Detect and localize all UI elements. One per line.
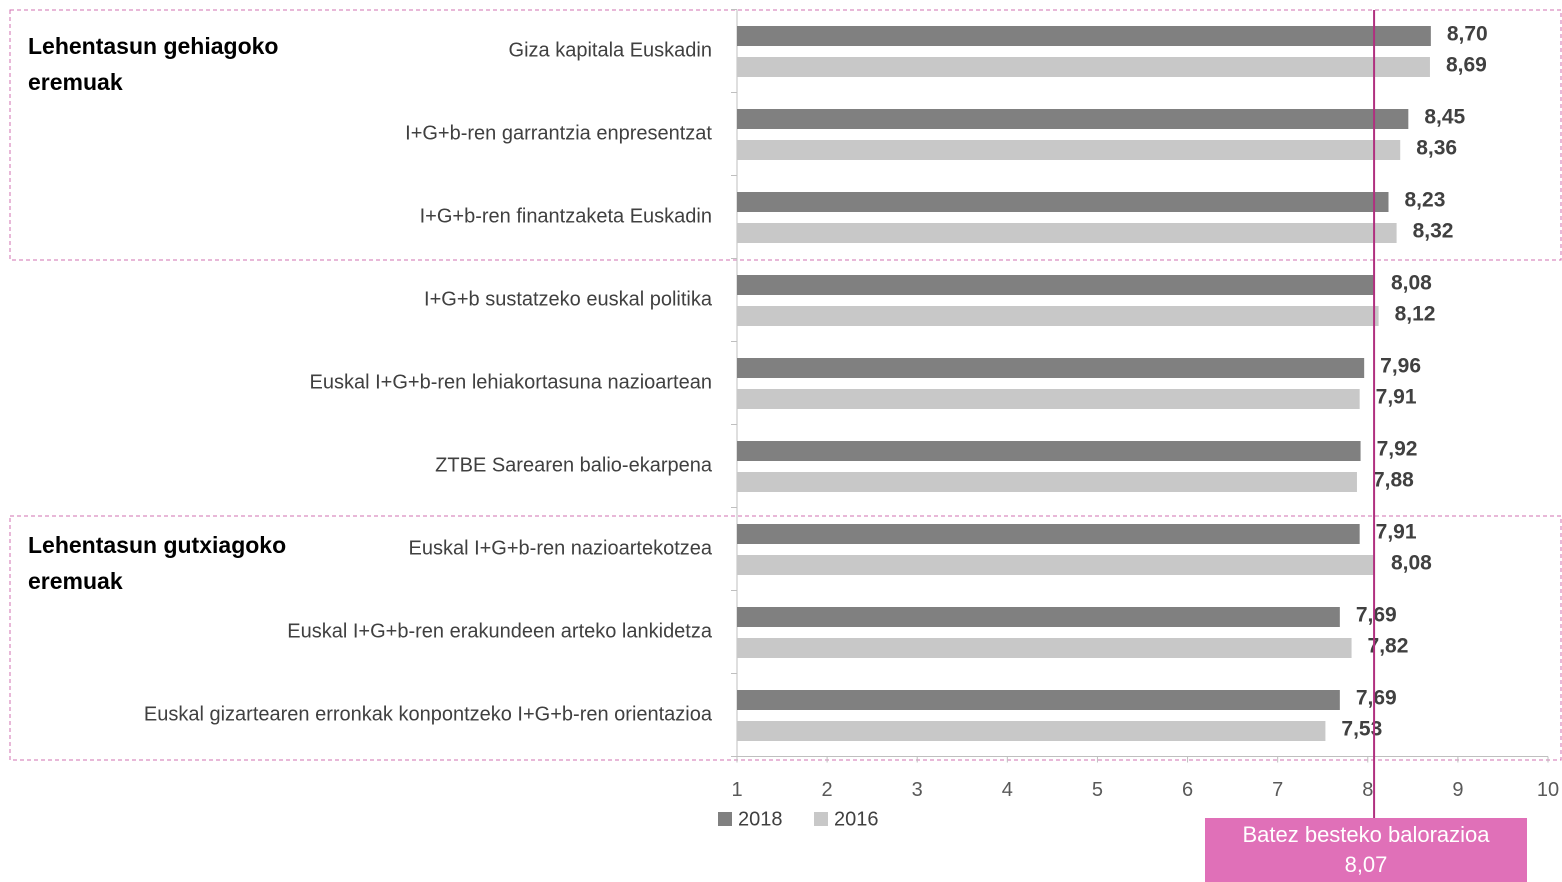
x-tick-label: 5: [1092, 779, 1103, 801]
bar: [737, 524, 1360, 544]
priority-box-high: [9, 9, 1562, 261]
y-tick-label: Euskal I+G+b-ren erakundeen arteko lanki…: [287, 620, 713, 642]
legend-swatch: [814, 812, 828, 826]
annotation: Lehentasun gutxiagoko eremuak: [28, 532, 287, 594]
bar: [737, 306, 1379, 326]
value-label: 7,53: [1341, 718, 1382, 741]
legend-swatch: [718, 812, 732, 826]
reference-label: Batez besteko balorazioa: [1242, 822, 1490, 847]
value-label: 8,36: [1416, 137, 1457, 160]
x-tick-label: 9: [1452, 779, 1463, 801]
bar: [737, 192, 1389, 212]
bar: [737, 638, 1352, 658]
priority-box-low: [9, 515, 1562, 761]
x-tick-label: 6: [1182, 779, 1193, 801]
bar: [737, 607, 1340, 627]
bar: [737, 57, 1430, 77]
x-tick-label: 2: [822, 779, 833, 801]
value-label: 8,69: [1446, 54, 1487, 77]
value-label: 8,23: [1405, 189, 1446, 212]
y-tick-label: ZTBE Sarearen balio-ekarpena: [435, 454, 713, 476]
value-label: 7,91: [1376, 386, 1417, 409]
value-label: 8,32: [1413, 220, 1454, 243]
y-tick-label: I+G+b sustatzeko euskal politika: [424, 288, 713, 310]
y-tick-label: I+G+b-ren garrantzia enpresentzat: [405, 122, 712, 144]
annotation: Lehentasun gehiagoko eremuak: [28, 33, 279, 95]
value-label: 7,91: [1376, 521, 1417, 544]
value-label: 7,69: [1356, 604, 1397, 627]
y-tick-label: I+G+b-ren finantzaketa Euskadin: [420, 205, 712, 227]
x-tick-label: 4: [1002, 779, 1013, 801]
x-tick-label: 8: [1362, 779, 1373, 801]
bar: [737, 275, 1375, 295]
value-label: 8,08: [1391, 272, 1432, 295]
x-tick-label: 1: [731, 779, 742, 801]
value-label: 7,69: [1356, 687, 1397, 710]
y-tick-label: Euskal I+G+b-ren lehiakortasuna nazioart…: [310, 371, 712, 393]
x-tick-label: 3: [912, 779, 923, 801]
legend-label: 2016: [834, 808, 879, 830]
reference-label-box: Batez besteko balorazioa 8,07: [1205, 818, 1527, 882]
y-tick-label: Euskal gizartearen erronkak konpontzeko …: [144, 703, 713, 725]
bar: [737, 26, 1431, 46]
y-tick-label: Giza kapitala Euskadin: [509, 39, 712, 61]
value-label: 7,96: [1380, 355, 1421, 378]
value-label: 8,45: [1424, 106, 1465, 129]
bar: [737, 721, 1326, 741]
bar: [737, 555, 1375, 575]
x-tick-label: 7: [1272, 779, 1283, 801]
value-label: 7,82: [1368, 635, 1409, 658]
value-label: 8,08: [1391, 552, 1432, 575]
legend-label: 2018: [738, 808, 783, 830]
bar: [737, 690, 1340, 710]
bar: [737, 472, 1357, 492]
y-tick-label: Euskal I+G+b-ren nazioartekotzea: [408, 537, 712, 559]
value-label: 8,12: [1395, 303, 1436, 326]
bar: [737, 389, 1360, 409]
value-label: 8,70: [1447, 23, 1488, 46]
bar: [737, 109, 1409, 129]
value-label: 7,92: [1377, 438, 1418, 461]
value-label: 7,88: [1373, 469, 1414, 492]
bar: [737, 140, 1401, 160]
bar: [737, 441, 1361, 461]
x-tick-label: 10: [1537, 779, 1559, 801]
bar: [737, 223, 1397, 243]
bar: [737, 358, 1365, 378]
reference-value-label: 8,07: [1344, 852, 1388, 877]
